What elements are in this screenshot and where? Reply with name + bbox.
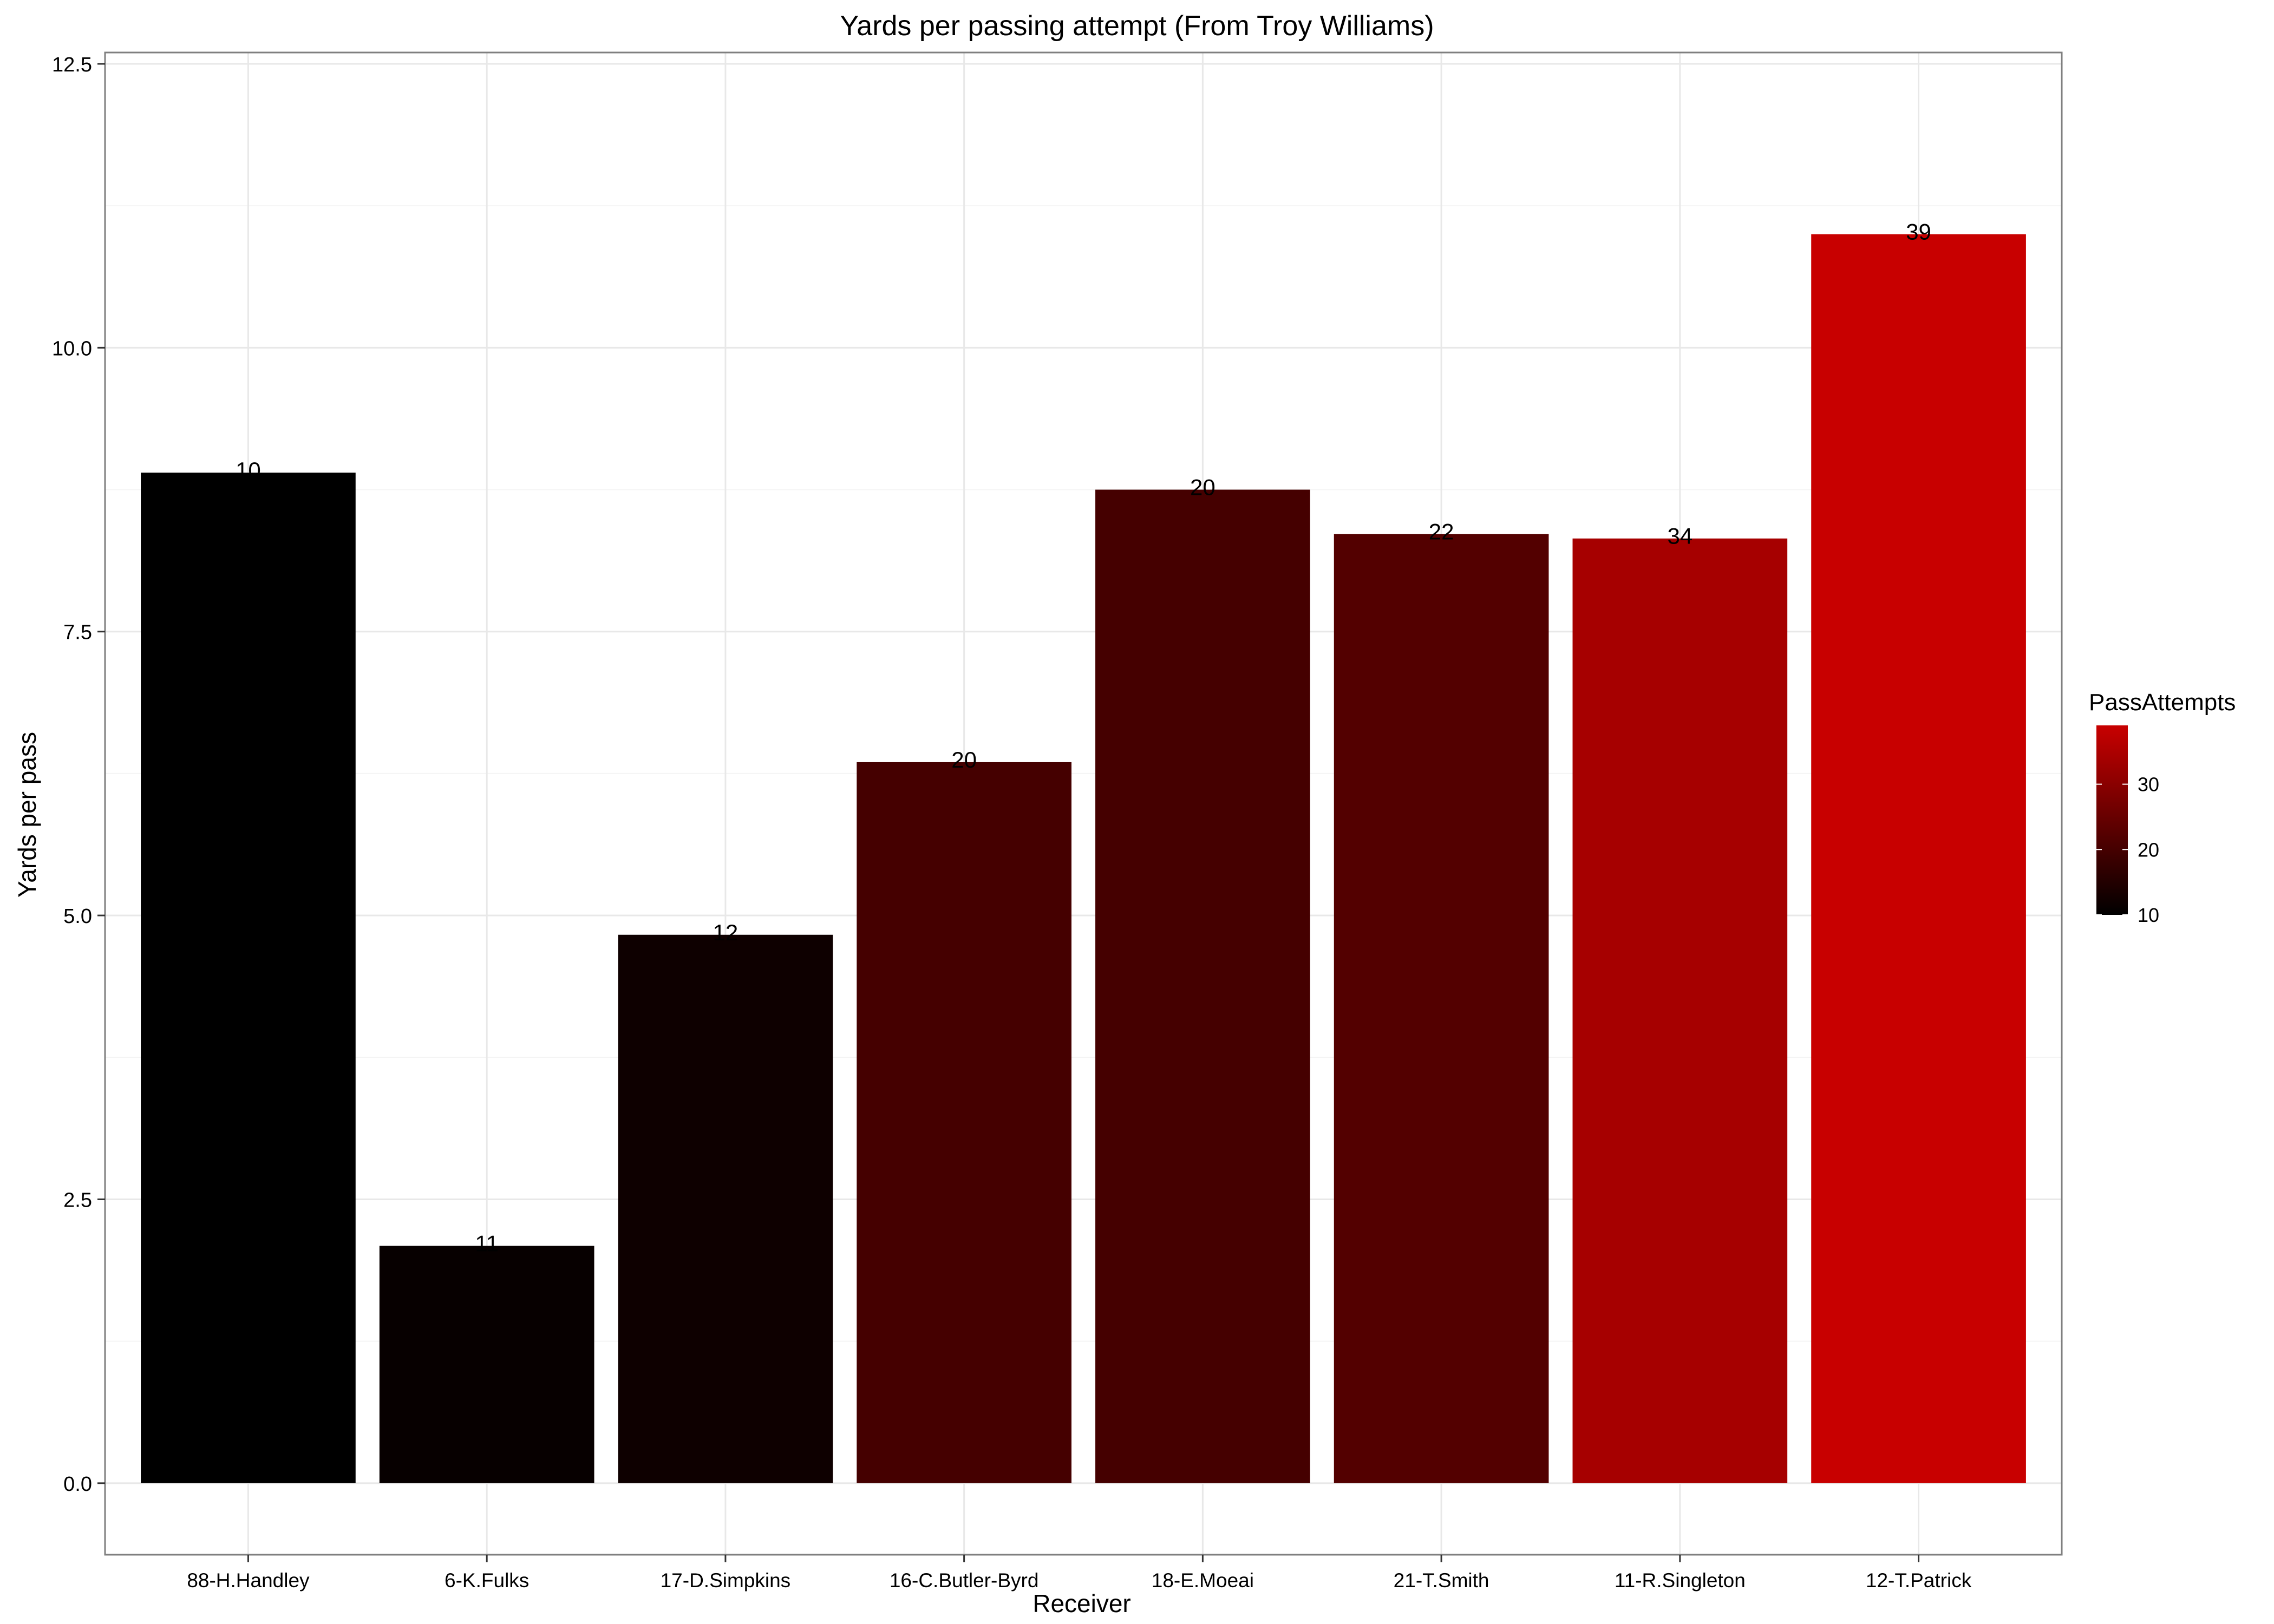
bar	[1334, 534, 1549, 1483]
x-tick-label: 6-K.Fulks	[445, 1569, 529, 1592]
x-axis-title: Receiver	[1033, 1589, 1131, 1618]
y-axis: 0.0 2.5 5.0 7.5 10.0 12.5	[52, 54, 105, 1496]
bar-value-label: 20	[951, 747, 977, 772]
x-tick-label: 88-H.Handley	[187, 1569, 310, 1592]
y-tick-label: 12.5	[52, 54, 92, 76]
y-tick-label: 0.0	[63, 1473, 92, 1496]
bar-value-label: 20	[1190, 475, 1216, 500]
x-tick-label: 11-R.Singleton	[1615, 1569, 1746, 1592]
legend-ticks: 10 20 30	[2096, 774, 2159, 926]
y-axis-title: Yards per pass	[13, 732, 41, 898]
bar-value-label: 10	[236, 457, 261, 483]
y-tick-label: 5.0	[63, 905, 92, 928]
bar	[1095, 489, 1310, 1483]
legend-tick-label: 10	[2138, 904, 2159, 926]
y-tick-label: 10.0	[52, 337, 92, 360]
x-tick-label: 18-E.Moeai	[1152, 1569, 1254, 1592]
bar-value-label: 34	[1667, 523, 1693, 549]
bar-value-label: 11	[475, 1230, 499, 1256]
legend-colorbar	[2096, 725, 2128, 915]
chart-title: Yards per passing attempt (From Troy Wil…	[840, 10, 1434, 42]
bar-value-label: 12	[713, 920, 739, 945]
bar	[1811, 234, 2026, 1483]
x-tick-label: 17-D.Simpkins	[661, 1569, 791, 1592]
y-tick-label: 7.5	[63, 621, 92, 644]
legend-tick-label: 20	[2138, 839, 2159, 861]
x-tick-label: 12-T.Patrick	[1866, 1569, 1972, 1592]
bar	[857, 762, 1071, 1483]
x-tick-label: 16-C.Butler-Byrd	[890, 1569, 1039, 1592]
bar-value-label: 39	[1906, 219, 1931, 245]
bar	[379, 1246, 594, 1483]
plot-border	[104, 51, 2063, 1556]
x-tick-label: 21-T.Smith	[1394, 1569, 1489, 1592]
bars	[141, 234, 2026, 1483]
bar	[1572, 538, 1788, 1483]
y-tick-label: 2.5	[63, 1189, 92, 1212]
x-axis: 88-H.Handley 6-K.Fulks 17-D.Simpkins 16-C.B…	[187, 1555, 1972, 1592]
bar-value-labels: 10 11 12 20 20 22 34 39	[236, 219, 1931, 1256]
legend-title: PassAttempts	[2089, 689, 2236, 716]
legend-tick-label: 30	[2138, 774, 2159, 796]
bar-value-label: 22	[1429, 519, 1454, 544]
bar	[618, 934, 833, 1483]
legend: PassAttempts 10 20 30	[2089, 689, 2236, 926]
bar	[141, 473, 356, 1483]
